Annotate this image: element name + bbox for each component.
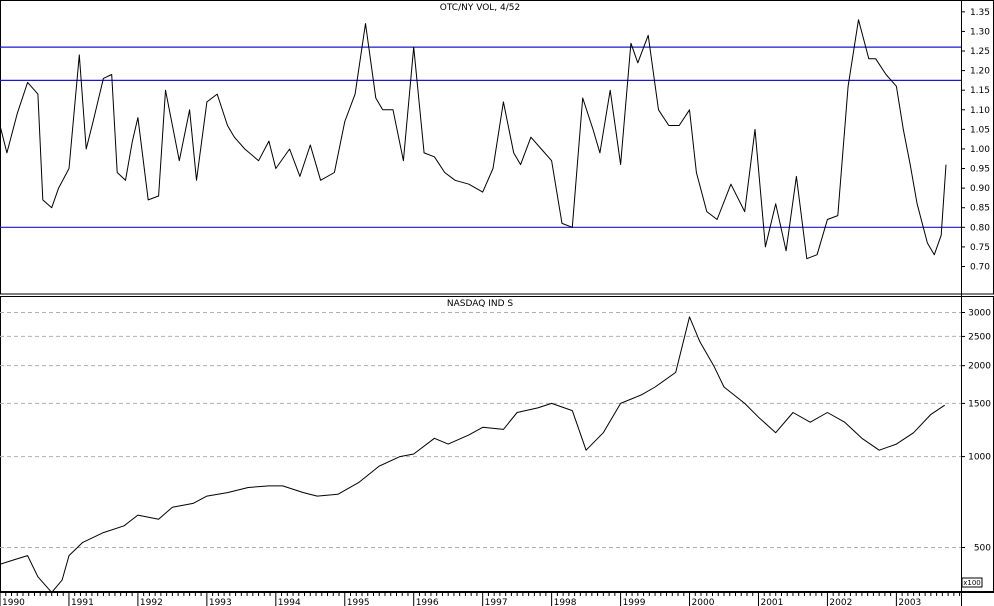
- upper-ytick-label: 0.70: [970, 262, 990, 272]
- lower-ytick-label: 1500: [968, 399, 991, 409]
- upper-chart-title: OTC/NY VOL, 4/52: [440, 3, 521, 13]
- x-tick-label: 1995: [347, 598, 370, 606]
- unit-box: [961, 577, 983, 588]
- x-tick-label: 1994: [278, 598, 301, 606]
- x-tick-label: 2000: [692, 598, 715, 606]
- unit-label: x100: [963, 579, 981, 587]
- upper-frame: [0, 0, 994, 295]
- lower-ytick-label: 1000: [968, 453, 991, 463]
- x-tick-label: 2001: [760, 598, 783, 606]
- lower-panel: NASDAQ IND S 3000 2500 2000 1500 1000 500 x100: [0, 296, 994, 593]
- upper-ytick-label: 1.10: [970, 106, 990, 116]
- x-tick-label: 1998: [554, 598, 577, 606]
- upper-ytick-label: 0.75: [970, 243, 990, 253]
- upper-ytick-label: 0.90: [970, 184, 990, 194]
- lower-ytick-label: 500: [974, 544, 991, 554]
- lower-ytick-label: 2500: [968, 332, 991, 342]
- lower-chart-title: NASDAQ IND S: [447, 299, 513, 309]
- x-tick-label: 1991: [71, 598, 94, 606]
- upper-ytick-label: 1.00: [970, 145, 990, 155]
- nasdaq-series-line: [0, 316, 945, 593]
- lower-ytick-label: 2000: [968, 362, 991, 372]
- upper-ytick-label: 0.95: [970, 165, 990, 175]
- upper-ytick-label: 1.20: [970, 67, 990, 77]
- x-tick-label: 2003: [898, 598, 921, 606]
- x-tick-label: 1990: [2, 598, 25, 606]
- otc-ny-series-line: [0, 19, 947, 260]
- x-axis: 1990 1991 1992 1993 1994 1995 1996 1997 1998 1999…: [0, 592, 994, 606]
- x-tick-label: 1996: [416, 598, 439, 606]
- upper-ytick-label: 1.15: [970, 86, 990, 96]
- x-tick-label: 1999: [623, 598, 646, 606]
- x-tick-label: 1997: [485, 598, 508, 606]
- lower-ytick-label: 3000: [968, 309, 991, 319]
- upper-ytick-label: 0.85: [970, 204, 990, 214]
- upper-ytick-label: 1.25: [970, 47, 990, 57]
- x-tick-label: 1993: [209, 598, 232, 606]
- upper-ytick-label: 1.35: [970, 8, 990, 18]
- upper-ytick-label: 0.80: [970, 223, 990, 233]
- upper-ytick-label: 1.05: [970, 125, 990, 135]
- x-tick-label: 2002: [829, 598, 852, 606]
- upper-ytick-label: 1.30: [970, 27, 990, 37]
- x-tick-label: 1992: [140, 598, 163, 606]
